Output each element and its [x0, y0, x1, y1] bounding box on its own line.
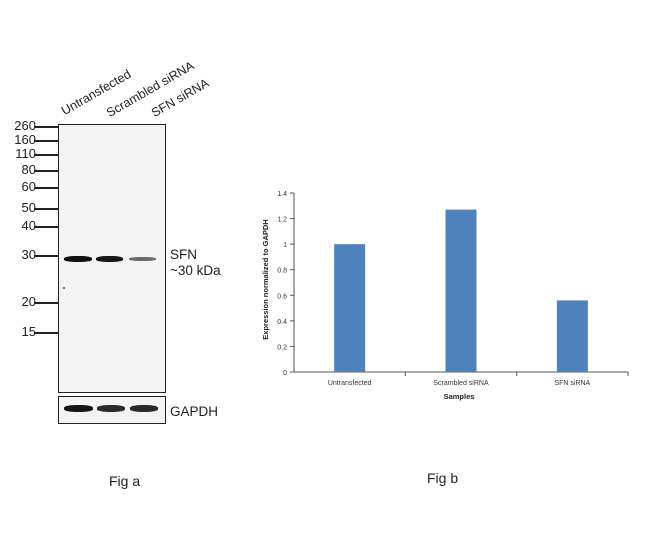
y-tick-label: 0.2: [277, 344, 287, 351]
y-tick-label: 0.6: [277, 293, 287, 300]
sfn-size-label: ~30 kDa: [170, 263, 221, 278]
marker-label-30: 30: [21, 247, 36, 262]
marker-label-260: 260: [14, 118, 36, 133]
marker-label-160: 160: [14, 132, 36, 147]
sfn-blot-panel: [58, 124, 166, 393]
bar-2: [445, 209, 477, 372]
sfn-band-untransfected: [64, 256, 92, 262]
gapdh-band-scrambled-sirna: [97, 405, 125, 412]
gapdh-blot-panel: [58, 396, 166, 424]
x-axis-title: Samples: [444, 392, 475, 401]
x-tick-label: Scrambled siRNA: [433, 380, 489, 387]
x-tick-label: Untransfected: [328, 380, 372, 387]
sfn-band-sfn-sirna: [129, 257, 156, 261]
gapdh-band-sfn-sirna: [130, 405, 158, 412]
marker-tick-15: [34, 332, 58, 334]
bar-3: [556, 300, 588, 372]
sfn-band-label: SFN: [170, 247, 197, 262]
y-tick-label: 1.4: [277, 191, 287, 198]
x-tick-label: SFN siRNA: [554, 380, 590, 387]
marker-tick-30: [34, 255, 58, 257]
marker-tick-20: [34, 302, 58, 304]
y-tick-label: 0: [283, 370, 287, 377]
marker-tick-50: [34, 208, 58, 210]
marker-tick-60: [34, 187, 58, 189]
blot-speck: [63, 287, 65, 289]
sfn-band-scrambled-sirna: [96, 256, 123, 262]
figure-b-caption: Fig b: [427, 470, 459, 486]
figure-a-caption: Fig a: [109, 473, 141, 489]
gapdh-band-untransfected: [64, 405, 93, 412]
y-tick-label: 1: [283, 242, 287, 249]
marker-tick-110: [34, 154, 58, 156]
y-tick-label: 0.4: [277, 319, 287, 326]
y-tick-label: 1.2: [277, 217, 287, 224]
marker-label-110: 110: [15, 146, 36, 161]
marker-tick-260: [34, 126, 58, 128]
bar-1: [334, 244, 366, 372]
marker-label-80: 80: [21, 162, 36, 177]
marker-label-15: 15: [21, 324, 36, 339]
marker-label-40: 40: [21, 218, 36, 233]
marker-tick-40: [34, 226, 58, 228]
y-axis-title: Expression normalized to GAPDH: [261, 219, 270, 339]
marker-label-60: 60: [21, 179, 36, 194]
marker-label-50: 50: [21, 200, 36, 215]
marker-label-20: 20: [21, 294, 36, 309]
marker-tick-160: [34, 140, 58, 142]
y-tick-label: 0.8: [277, 268, 287, 275]
gapdh-label: GAPDH: [170, 404, 219, 419]
marker-tick-80: [34, 170, 58, 172]
